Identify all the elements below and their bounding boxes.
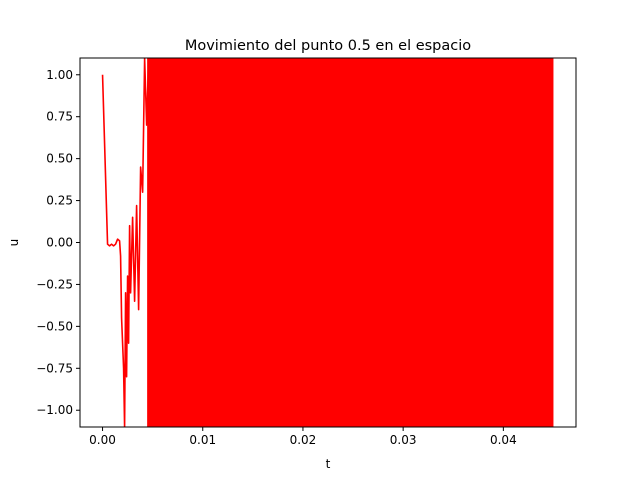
x-axis-ticks: 0.00 0.01 0.02 0.03 0.04 bbox=[89, 427, 517, 447]
y-tick-label: −0.50 bbox=[36, 319, 73, 333]
series-layer bbox=[101, 58, 554, 427]
y-tick-label: 0.75 bbox=[46, 110, 73, 124]
y-tick-label: −1.00 bbox=[36, 403, 73, 417]
x-axis-label: t bbox=[326, 457, 331, 471]
x-tick-label: 0.04 bbox=[490, 433, 517, 447]
y-tick-label: 1.00 bbox=[46, 68, 73, 82]
x-tick-label: 0.00 bbox=[89, 433, 116, 447]
y-axis-ticks: −1.00 −0.75 −0.50 −0.25 0.00 0.25 0.50 0.75 1.00 bbox=[36, 68, 80, 417]
series-line bbox=[101, 58, 152, 427]
x-tick-label: 0.03 bbox=[390, 433, 417, 447]
y-tick-label: −0.75 bbox=[36, 361, 73, 375]
y-tick-label: 0.00 bbox=[46, 236, 73, 250]
chart-title: Movimiento del punto 0.5 en el espacio bbox=[185, 38, 471, 54]
y-axis-label: u bbox=[7, 239, 21, 247]
y-tick-label: 0.50 bbox=[46, 152, 73, 166]
x-tick-label: 0.02 bbox=[290, 433, 317, 447]
y-tick-label: 0.25 bbox=[46, 194, 73, 208]
y-tick-label: −0.25 bbox=[36, 277, 73, 291]
x-tick-label: 0.01 bbox=[189, 433, 216, 447]
